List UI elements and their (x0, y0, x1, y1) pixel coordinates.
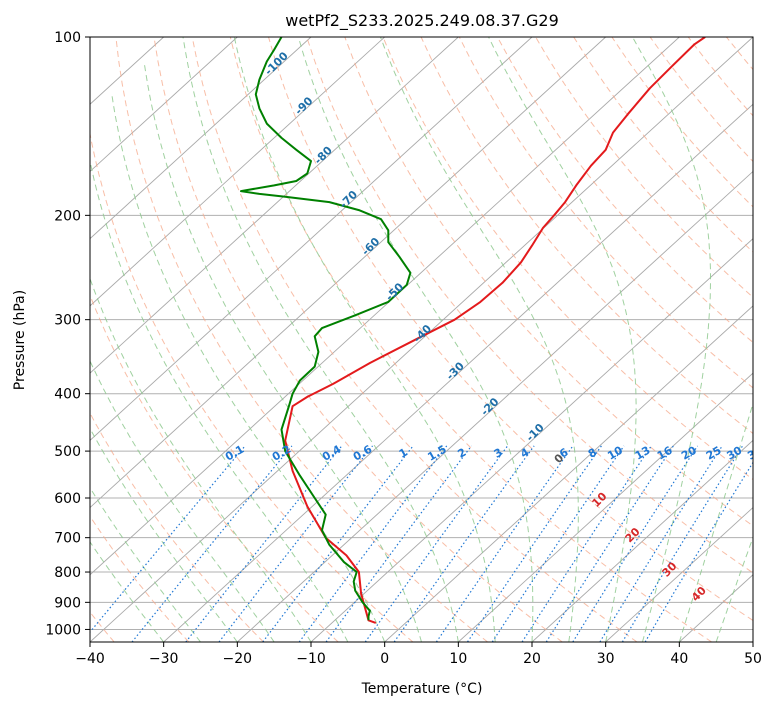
moist-adiabat-line (90, 359, 275, 642)
x-tick-label: 10 (449, 651, 467, 667)
y-tick-label: 200 (54, 208, 81, 224)
dry-adiabat-line (90, 131, 414, 642)
isotherm-line (458, 372, 753, 642)
moist-adiabat-line (233, 37, 496, 642)
dry-adiabat-line (535, 37, 753, 298)
y-axis-label: Pressure (hPa) (12, 290, 28, 390)
y-tick-label: 600 (54, 491, 81, 507)
moist-adiabat-line (90, 158, 349, 642)
moist-adiabat-line (90, 427, 238, 642)
dry-adiabat-line (153, 37, 563, 642)
plot-frame (89, 36, 754, 643)
grid-layer (90, 37, 753, 642)
moist-adiabat-line (488, 37, 637, 642)
isotherm-line (163, 103, 753, 642)
isotherm-line (90, 37, 680, 576)
x-tick-label: 20 (523, 651, 541, 667)
y-tick-label: 100 (54, 30, 81, 46)
mixing-ratio-line (599, 445, 723, 642)
dry-adiabat-line (229, 37, 712, 642)
dry-adiabat-line (344, 37, 753, 527)
mixing-ratio-line (185, 445, 343, 642)
y-tick-label: 1000 (45, 622, 81, 638)
moist-adiabat-line (632, 37, 711, 642)
y-tick-label: 500 (54, 444, 81, 460)
mixing-ratio-line (621, 445, 744, 642)
moist-adiabat-line (380, 37, 579, 642)
dry-adiabat-line (382, 37, 753, 481)
y-tick-label: 900 (54, 595, 81, 611)
mixing-ratio-label: 36 (745, 444, 765, 463)
isotherm-line (90, 37, 312, 240)
moist-adiabat-line (678, 401, 753, 642)
dry-adiabat-line (306, 37, 753, 574)
mixing-ratio-line (491, 445, 625, 642)
mixing-ratio-line (521, 445, 652, 642)
moist-adiabat-line (715, 535, 753, 642)
mixing-ratio-line (90, 445, 246, 633)
x-tick-label: 0 (380, 651, 389, 667)
dry-adiabat-line (268, 37, 753, 622)
moist-adiabat-line (182, 37, 459, 642)
mixing-ratio-line (572, 445, 699, 642)
isotherm-line (90, 37, 385, 307)
mixing-ratio-line (435, 445, 574, 642)
series-layer (240, 37, 706, 624)
x-tick-label: 50 (744, 651, 762, 667)
isotherm-line (384, 305, 753, 642)
mixing-ratio-line (545, 445, 674, 642)
x-tick-label: −20 (223, 651, 253, 667)
dry-adiabat-line (115, 37, 488, 642)
dry-adiabat-line (90, 515, 190, 642)
x-tick-label: −30 (149, 651, 179, 667)
mixing-ratio-line (218, 445, 373, 642)
moist-adiabat-line (297, 37, 534, 642)
x-tick-label: −10 (296, 651, 326, 667)
y-tick-label: 400 (54, 387, 81, 403)
mixing-ratio-line (466, 445, 602, 642)
y-tick-label: 300 (54, 313, 81, 329)
x-tick-label: −40 (75, 651, 105, 667)
moist-adiabat-line (111, 94, 386, 642)
dry-adiabat-line (191, 37, 638, 642)
dewpoint-profile-line (240, 37, 412, 621)
moist-adiabat-line (90, 277, 312, 642)
isotherm-line (310, 238, 753, 642)
isotherm-line (90, 37, 533, 441)
x-tick-label: 40 (670, 651, 688, 667)
isotherm-line (237, 170, 753, 642)
mixing-ratio-line (298, 445, 448, 642)
axes-layer: −40 −30 −20 −10 0 10 20 30 40 50 1000 900 800 700 600 5… (45, 30, 762, 667)
x-axis-label: Temperature (°C) (361, 681, 483, 697)
mixing-ratio-line (644, 461, 753, 642)
y-tick-label: 700 (54, 531, 81, 547)
mixing-ratio-line (393, 445, 535, 642)
dry-adiabat-line (496, 37, 753, 344)
isotherm-line (90, 37, 238, 173)
isotherm-line (90, 37, 459, 374)
isotherm-line (605, 506, 753, 642)
y-tick-label: 800 (54, 565, 81, 581)
moist-adiabat-line (143, 61, 422, 642)
isotherm-line (90, 37, 606, 509)
mixing-ratio-line (262, 445, 414, 642)
x-tick-label: 30 (597, 651, 615, 667)
chart-title: wetPf2_S233.2025.249.08.37.G29 (285, 11, 559, 31)
isotherm-line (531, 439, 753, 642)
dry-adiabat-line (90, 412, 264, 642)
mixing-ratio-line (364, 445, 509, 642)
